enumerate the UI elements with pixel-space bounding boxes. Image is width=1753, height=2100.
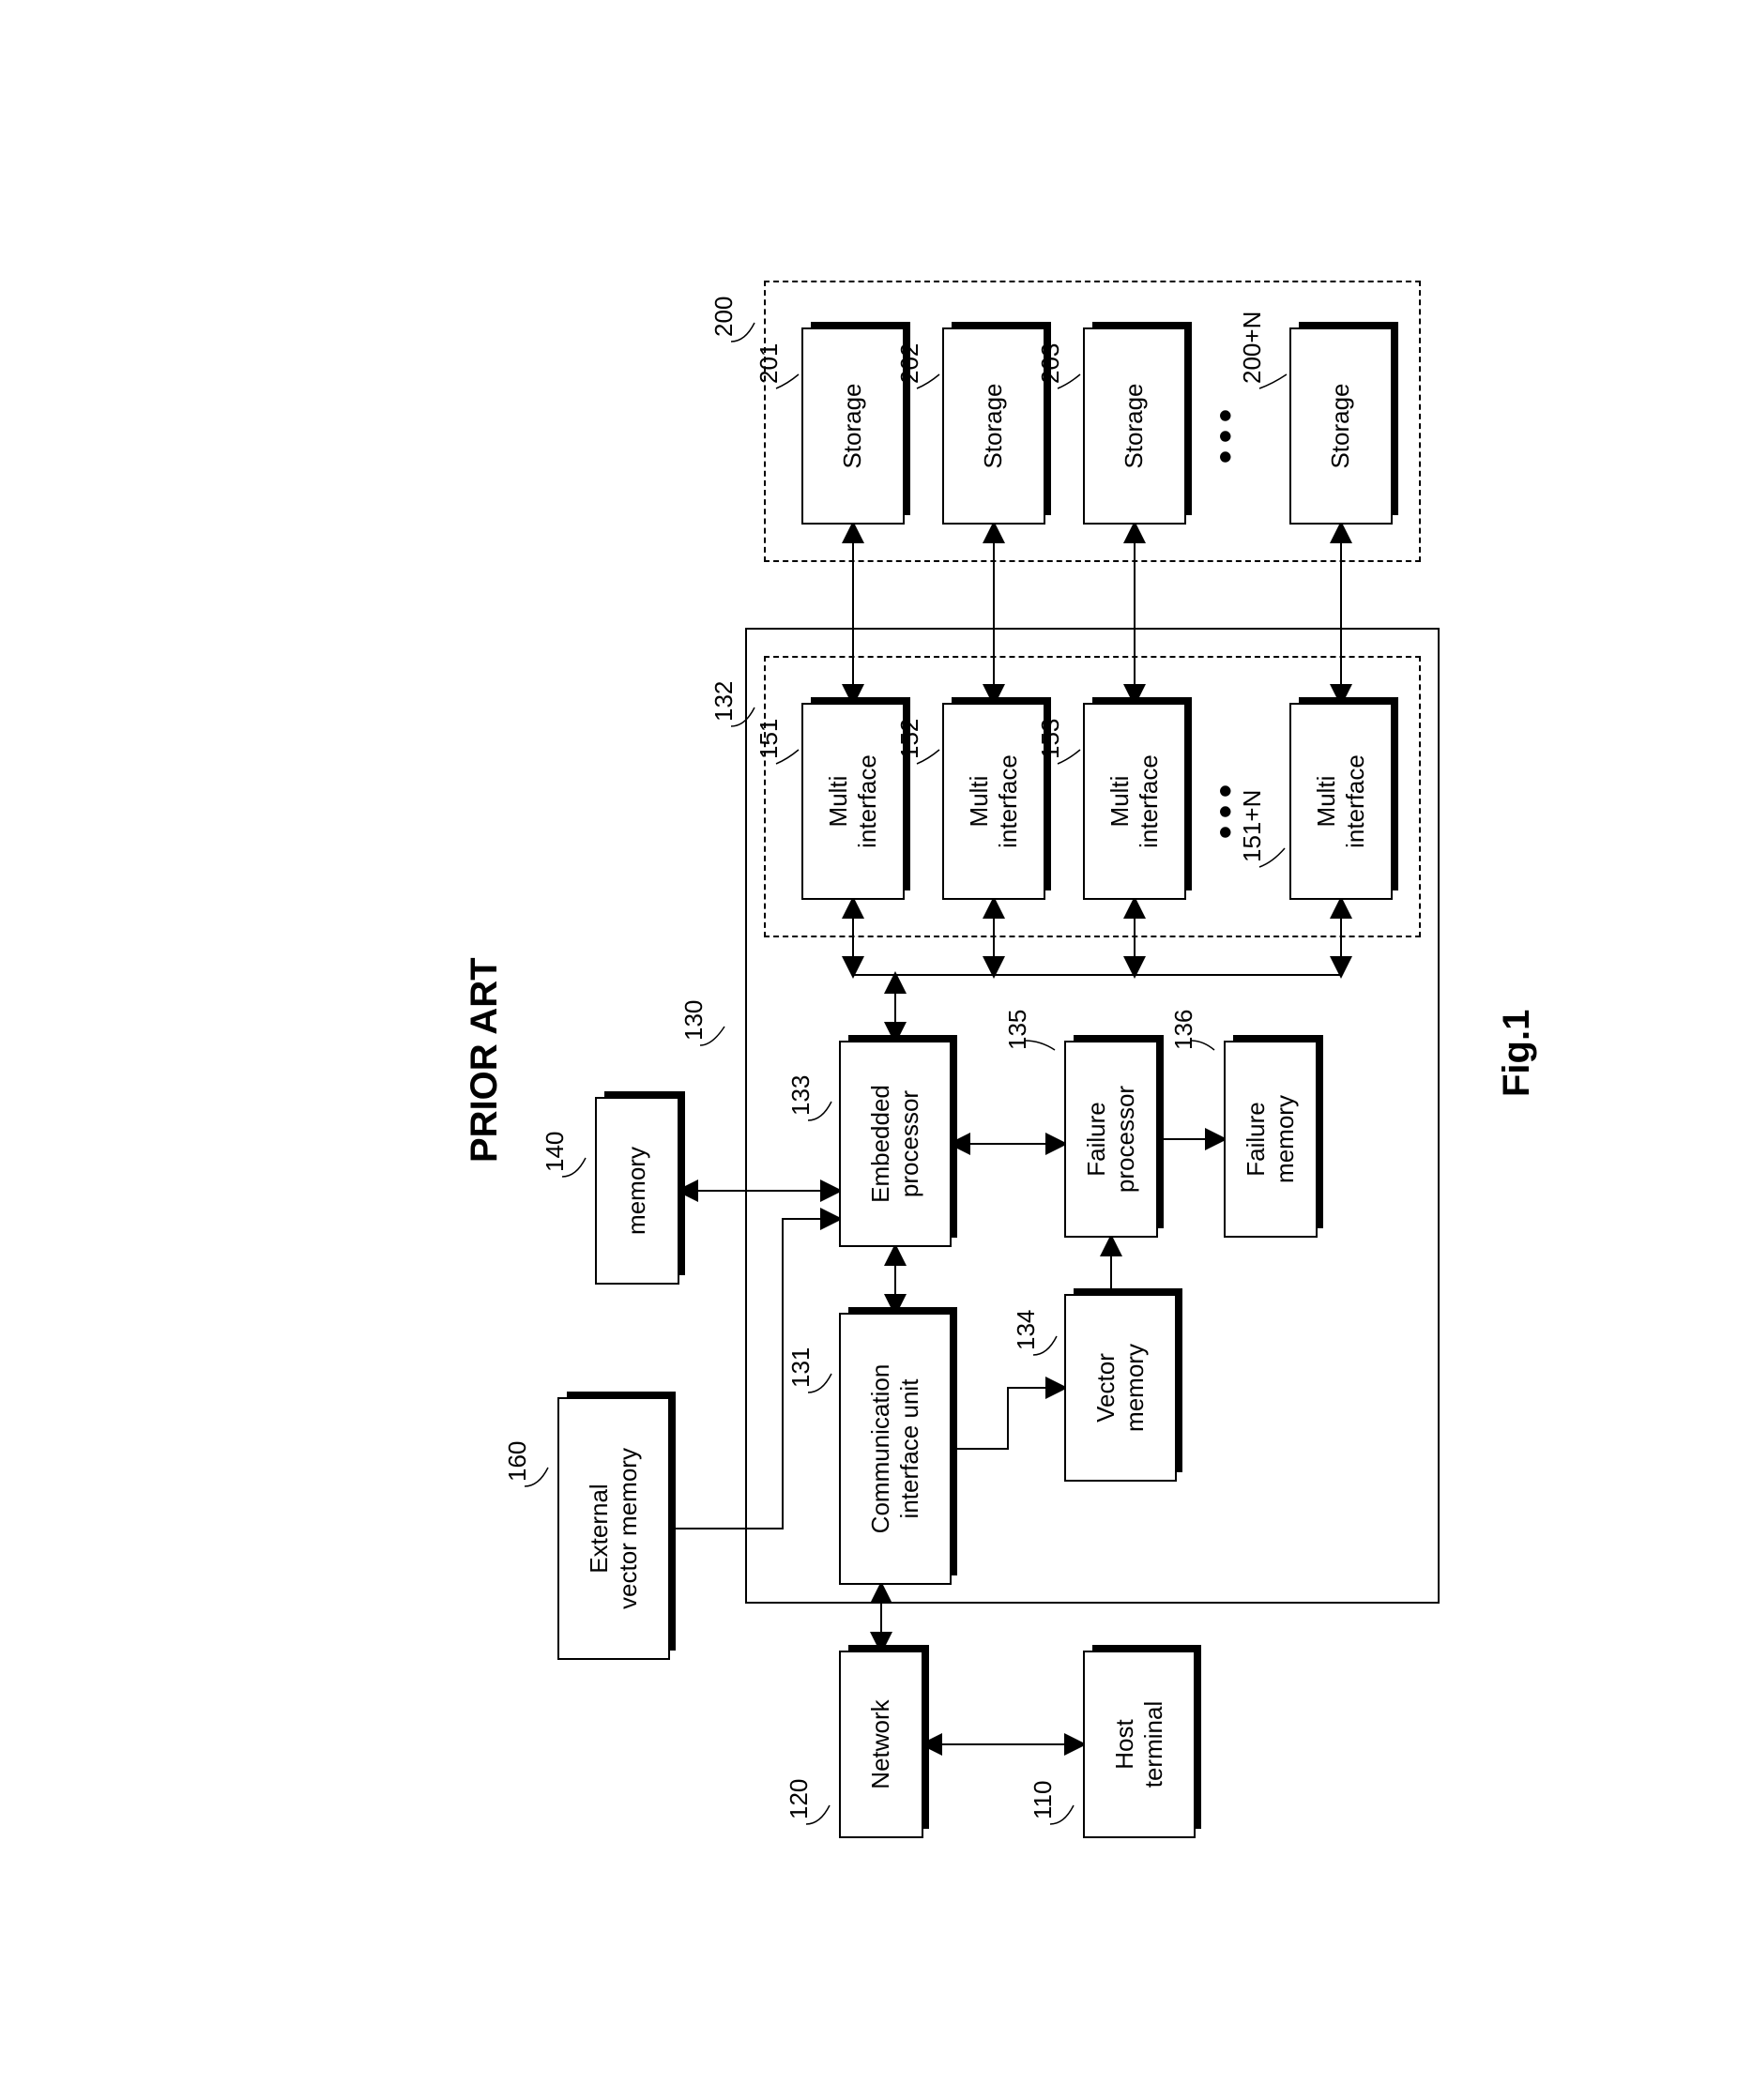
node-host-terminal: Hostterminal [1083,1651,1196,1838]
node-multi-interface-1: Multiinterface [801,703,905,900]
node-embedded-processor: Embeddedprocessor [839,1041,952,1247]
ellipsis-icon: ••• [1205,402,1247,464]
id-label: 132 [709,681,739,722]
id-label: 151 [755,719,784,759]
id-label: 133 [786,1075,816,1116]
id-label: 153 [1036,719,1065,759]
id-label: 200+N [1238,312,1267,384]
node-label: Externalvector memory [585,1448,643,1609]
node-label: Failureprocessor [1082,1086,1140,1193]
node-storage-1: Storage [801,327,905,525]
node-label: Multiinterface [965,754,1023,848]
node-memory: memory [595,1097,679,1285]
id-label: 200 [709,297,739,337]
node-label: Hostterminal [1110,1701,1168,1788]
node-label: Multiinterface [1105,754,1164,848]
node-multi-interface-n: Multiinterface [1289,703,1393,900]
node-storage-n: Storage [1289,327,1393,525]
node-label: Storage [1326,383,1355,468]
node-label: Communicationinterface unit [866,1364,924,1534]
node-storage-3: Storage [1083,327,1186,525]
node-external-vector-memory: Externalvector memory [557,1397,670,1660]
node-label: Embeddedprocessor [866,1085,924,1203]
diagram-canvas: PRIOR ART Fig.1 [126,112,1627,1988]
id-label: 110 [1029,1781,1058,1819]
id-label: 134 [1012,1310,1041,1350]
id-label: 130 [679,1000,709,1041]
id-label: 203 [1036,343,1065,384]
id-label: 201 [755,343,784,384]
node-label: Multiinterface [1312,754,1370,848]
node-multi-interface-3: Multiinterface [1083,703,1186,900]
node-label: Storage [838,383,867,468]
node-communication-interface: Communicationinterface unit [839,1313,952,1585]
node-storage-2: Storage [942,327,1045,525]
node-network: Network [839,1651,923,1838]
id-label: 120 [785,1779,814,1819]
id-label: 140 [541,1132,570,1172]
node-label: memory [622,1147,651,1235]
id-label: 151+N [1238,790,1267,862]
id-label: 202 [895,343,924,384]
id-label: 135 [1003,1010,1032,1050]
node-label: Multiinterface [824,754,882,848]
node-label: Failurememory [1242,1095,1300,1183]
node-label: Vectormemory [1091,1344,1150,1432]
id-label: 136 [1169,1010,1198,1050]
node-label: Network [866,1699,895,1788]
node-multi-interface-2: Multiinterface [942,703,1045,900]
node-vector-memory: Vectormemory [1064,1294,1177,1482]
node-label: Storage [979,383,1008,468]
node-failure-processor: Failureprocessor [1064,1041,1158,1238]
id-label: 152 [895,719,924,759]
node-failure-memory: Failurememory [1224,1041,1318,1238]
id-label: 131 [786,1347,816,1388]
id-label: 160 [503,1441,532,1482]
node-label: Storage [1120,383,1149,468]
